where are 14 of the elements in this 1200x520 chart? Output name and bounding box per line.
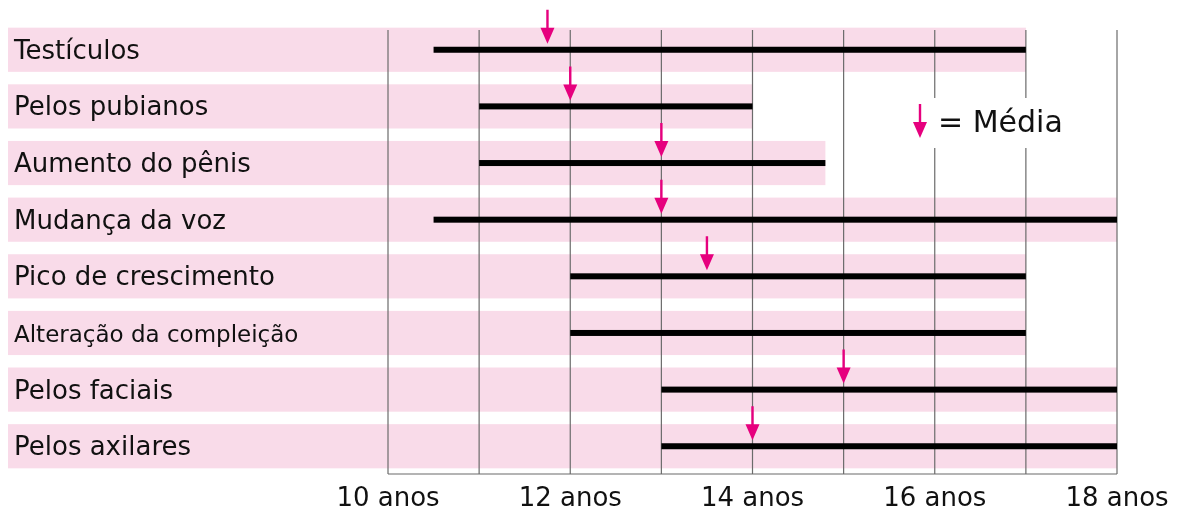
x-tick-label: 12 anos [518, 482, 622, 512]
legend-label: = Média [938, 104, 1063, 139]
x-tick-label: 10 anos [336, 482, 440, 512]
y-tick-label: Alteração da compleição [14, 320, 299, 347]
y-tick-label: Pelos faciais [14, 374, 173, 405]
x-tick-label: 16 anos [883, 482, 987, 512]
x-tick-label: 18 anos [1065, 482, 1169, 512]
y-tick-label: Pelos pubianos [14, 91, 209, 122]
y-tick-label: Mudança da voz [14, 204, 226, 235]
y-tick-label: Aumento do pênis [14, 148, 251, 179]
x-tick-label: 14 anos [700, 482, 805, 512]
y-tick-label: Pelos axilares [14, 431, 192, 462]
y-tick-label: Testículos [13, 34, 140, 65]
y-tick-label: Pico de crescimento [14, 261, 275, 292]
